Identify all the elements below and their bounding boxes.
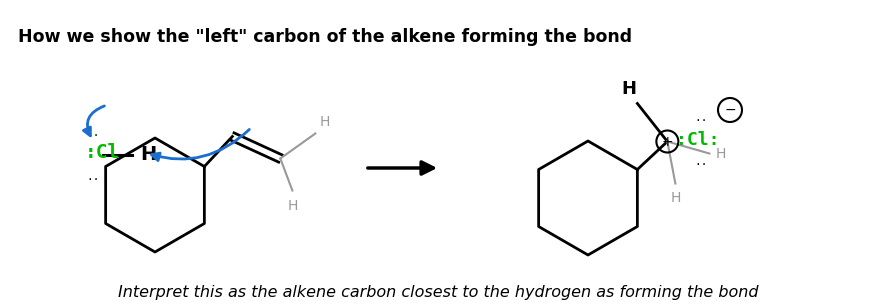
Text: H: H [622,81,637,98]
Text: ..: .. [86,128,100,138]
Text: ..: .. [694,157,708,167]
Text: H: H [716,147,725,161]
Text: H: H [140,146,156,164]
Text: :Cl:: :Cl: [676,131,720,149]
Text: H: H [670,192,681,206]
Text: H: H [320,116,329,130]
Text: How we show the "left" carbon of the alkene forming the bond: How we show the "left" carbon of the alk… [18,28,632,46]
Text: :Cl: :Cl [85,143,120,163]
Text: H: H [287,199,298,212]
Text: ..: .. [694,113,708,123]
Text: −: − [724,103,736,117]
Text: +: + [661,134,673,148]
Text: Interpret this as the alkene carbon closest to the hydrogen as forming the bond: Interpret this as the alkene carbon clos… [117,285,759,300]
Text: ..: .. [86,172,100,182]
